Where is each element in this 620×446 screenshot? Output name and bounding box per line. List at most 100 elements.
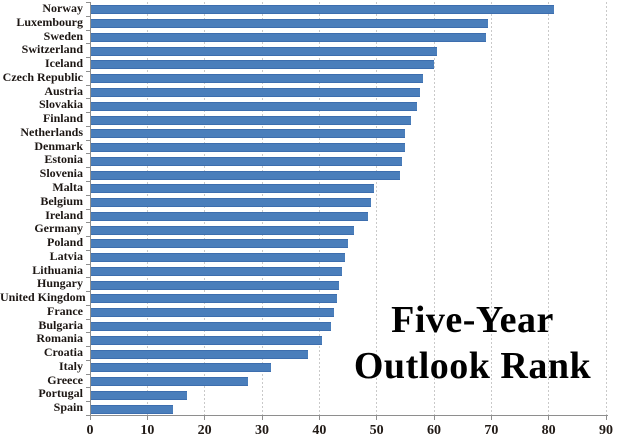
category-label: Italy [59, 358, 83, 373]
category-label: Netherlands [20, 124, 83, 139]
bar-hungary [90, 280, 339, 290]
bar-iceland [90, 60, 434, 70]
bar-luxembourg [90, 19, 488, 29]
gridline-30 [261, 2, 263, 415]
bar-czech-republic [90, 74, 423, 84]
bar-poland [90, 239, 348, 249]
category-label: Luxembourg [16, 14, 83, 29]
gridline-20 [204, 2, 206, 415]
bar-latvia [90, 253, 345, 263]
y-axis-tick [86, 167, 90, 168]
y-axis-tick [86, 153, 90, 154]
y-axis-tick [86, 305, 90, 306]
category-label: Malta [52, 179, 83, 194]
gridline-50 [376, 2, 378, 415]
x-axis-tick [261, 416, 263, 420]
category-label: Romania [36, 331, 83, 346]
category-label: Spain [53, 400, 83, 415]
category-label: Portugal [38, 386, 83, 401]
category-label: Norway [42, 1, 83, 15]
category-label: Switzerland [21, 42, 83, 57]
bar-germany [90, 225, 354, 235]
y-axis-tick [86, 85, 90, 86]
x-axis-tick [376, 416, 378, 420]
y-axis-tick [86, 222, 90, 223]
bar-norway [90, 5, 554, 15]
gridline-90 [605, 2, 607, 415]
x-axis-tick-label: 30 [255, 423, 269, 438]
bar-spain [90, 404, 173, 414]
category-label: Lithuania [32, 262, 83, 277]
x-axis-tick-label: 70 [484, 423, 499, 438]
bar-ireland [90, 211, 368, 221]
gridline-80 [548, 2, 550, 415]
bar-slovenia [90, 170, 400, 180]
category-label: Austria [44, 83, 83, 98]
category-label: Latvia [49, 248, 83, 263]
category-label: Estonia [44, 152, 83, 167]
bar-malta [90, 184, 374, 194]
x-axis-tick [318, 416, 320, 420]
plot-area [90, 2, 607, 415]
gridline-10 [146, 2, 148, 415]
category-label: Hungary [36, 276, 83, 291]
category-label: Bulgaria [38, 317, 83, 332]
category-label: Ireland [45, 207, 83, 222]
bar-united-kingdom [90, 294, 337, 304]
chart-title-line2: Outlook Rank [353, 345, 592, 387]
y-axis-tick [86, 57, 90, 58]
bar-switzerland [90, 46, 437, 56]
y-axis-line [90, 2, 91, 415]
category-label: Croatia [43, 345, 83, 360]
chart-title-line1: Five-Year [391, 299, 554, 341]
y-axis-tick [86, 181, 90, 182]
bar-belgium [90, 198, 371, 208]
y-axis-tick [86, 195, 90, 196]
category-label: Belgium [40, 193, 83, 208]
x-axis-tick-label: 10 [140, 423, 155, 438]
bar-greece [90, 377, 248, 387]
x-axis-tick-label: 50 [369, 423, 384, 438]
y-axis-tick [86, 415, 90, 416]
x-axis-tick-label: 80 [541, 423, 556, 438]
y-axis-tick [86, 250, 90, 251]
y-axis-tick [86, 387, 90, 388]
y-axis-tick [86, 291, 90, 292]
bar-austria [90, 87, 420, 97]
y-axis-tick [86, 126, 90, 127]
bar-sweden [90, 32, 486, 42]
y-axis-tick [86, 2, 90, 3]
bar-portugal [90, 390, 187, 400]
gridline-70 [490, 2, 492, 415]
y-axis-tick [86, 30, 90, 31]
y-axis-labels: Norway Luxembourg Sweden Switzerland Iceland… [0, 1, 86, 415]
category-label: Sweden [43, 28, 83, 43]
x-axis-tick [146, 416, 148, 420]
y-axis-tick [86, 360, 90, 361]
bar-slovakia [90, 101, 417, 111]
category-label: Denmark [34, 138, 83, 153]
y-axis-tick [86, 71, 90, 72]
y-axis-tick [86, 16, 90, 17]
chart-title: Five-Year Outlook Rank [330, 297, 615, 389]
bar-italy [90, 363, 271, 373]
y-axis-tick [86, 332, 90, 333]
bar-lithuania [90, 266, 342, 276]
y-axis-tick [86, 112, 90, 113]
category-label: Czech Republic [2, 69, 83, 84]
x-axis-tick [490, 416, 492, 420]
y-axis-tick [86, 236, 90, 237]
category-label: Poland [46, 235, 83, 250]
y-axis-tick [86, 401, 90, 402]
x-axis-tick-label: 40 [312, 423, 327, 438]
category-label: Slovenia [39, 166, 83, 181]
x-axis-tick [89, 416, 91, 420]
bar-romania [90, 335, 322, 345]
category-label: Finland [42, 111, 83, 126]
y-axis-tick [86, 374, 90, 375]
y-axis-tick [86, 140, 90, 141]
category-label: United Kingdom [0, 290, 86, 305]
bar-croatia [90, 349, 308, 359]
bar-denmark [90, 143, 405, 153]
